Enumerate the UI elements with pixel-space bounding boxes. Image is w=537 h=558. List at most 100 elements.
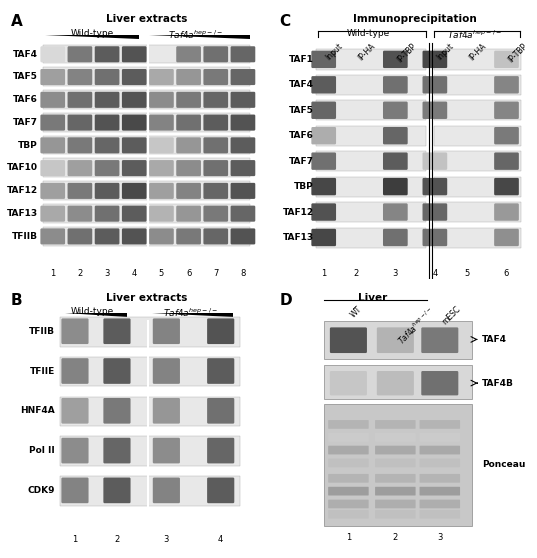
FancyBboxPatch shape: [176, 46, 201, 62]
Text: TAF6: TAF6: [289, 131, 314, 140]
Text: $Taf4a^{hep-/-}$: $Taf4a^{hep-/-}$: [395, 304, 438, 347]
FancyBboxPatch shape: [230, 137, 255, 153]
Text: TAF10: TAF10: [7, 163, 38, 172]
FancyBboxPatch shape: [328, 510, 369, 518]
FancyBboxPatch shape: [419, 499, 460, 508]
Text: TAF4: TAF4: [289, 80, 314, 89]
FancyBboxPatch shape: [422, 328, 459, 353]
FancyBboxPatch shape: [230, 228, 255, 244]
FancyBboxPatch shape: [204, 228, 228, 244]
FancyBboxPatch shape: [423, 76, 447, 94]
FancyBboxPatch shape: [311, 229, 336, 246]
FancyBboxPatch shape: [328, 499, 369, 508]
FancyBboxPatch shape: [176, 183, 201, 199]
FancyBboxPatch shape: [419, 487, 460, 496]
FancyBboxPatch shape: [207, 437, 234, 463]
FancyBboxPatch shape: [204, 137, 228, 153]
FancyBboxPatch shape: [330, 328, 367, 353]
Bar: [434, 202, 521, 222]
FancyBboxPatch shape: [122, 137, 147, 153]
FancyBboxPatch shape: [40, 137, 65, 153]
FancyBboxPatch shape: [104, 358, 130, 384]
FancyBboxPatch shape: [230, 114, 255, 131]
Text: 3: 3: [164, 535, 169, 544]
FancyBboxPatch shape: [207, 398, 234, 424]
Text: 7: 7: [213, 268, 219, 278]
Text: IP-TBP: IP-TBP: [395, 42, 418, 65]
FancyBboxPatch shape: [153, 398, 180, 424]
Text: TFIIB: TFIIB: [29, 327, 55, 336]
FancyBboxPatch shape: [311, 76, 336, 94]
Bar: [434, 126, 521, 146]
FancyBboxPatch shape: [207, 358, 234, 384]
FancyBboxPatch shape: [328, 420, 369, 429]
FancyBboxPatch shape: [61, 358, 89, 384]
FancyBboxPatch shape: [149, 92, 174, 108]
FancyBboxPatch shape: [423, 229, 447, 246]
FancyBboxPatch shape: [204, 69, 228, 85]
FancyBboxPatch shape: [423, 51, 447, 68]
FancyBboxPatch shape: [204, 114, 228, 131]
FancyBboxPatch shape: [375, 433, 416, 441]
Text: TAF7: TAF7: [13, 118, 38, 127]
FancyBboxPatch shape: [419, 474, 460, 483]
FancyBboxPatch shape: [377, 371, 414, 396]
Text: A: A: [11, 14, 23, 29]
FancyBboxPatch shape: [68, 205, 92, 222]
Text: mESC: mESC: [440, 304, 462, 326]
FancyBboxPatch shape: [122, 183, 147, 199]
Text: IP-TBP: IP-TBP: [506, 42, 529, 65]
Text: TAF6: TAF6: [13, 95, 38, 104]
FancyBboxPatch shape: [122, 228, 147, 244]
FancyBboxPatch shape: [383, 102, 408, 119]
FancyBboxPatch shape: [104, 398, 130, 424]
Bar: [43, 136, 250, 155]
FancyBboxPatch shape: [149, 69, 174, 85]
FancyBboxPatch shape: [104, 478, 130, 503]
Text: TAF13: TAF13: [7, 209, 38, 218]
FancyBboxPatch shape: [494, 127, 519, 145]
Bar: [316, 126, 426, 146]
FancyBboxPatch shape: [375, 420, 416, 429]
FancyBboxPatch shape: [104, 319, 130, 344]
FancyBboxPatch shape: [149, 160, 174, 176]
FancyBboxPatch shape: [311, 127, 336, 145]
Text: Liver: Liver: [359, 293, 388, 303]
FancyBboxPatch shape: [328, 459, 369, 467]
FancyBboxPatch shape: [95, 228, 119, 244]
FancyBboxPatch shape: [153, 358, 180, 384]
FancyBboxPatch shape: [377, 328, 414, 353]
FancyBboxPatch shape: [61, 437, 89, 463]
FancyBboxPatch shape: [311, 203, 336, 221]
Bar: [60, 397, 241, 426]
Text: 5: 5: [159, 268, 164, 278]
FancyBboxPatch shape: [419, 446, 460, 454]
FancyBboxPatch shape: [149, 183, 174, 199]
Text: TAF4: TAF4: [13, 50, 38, 59]
Bar: [43, 68, 250, 86]
FancyBboxPatch shape: [40, 46, 65, 62]
FancyBboxPatch shape: [230, 183, 255, 199]
Bar: [43, 181, 250, 200]
FancyBboxPatch shape: [383, 229, 408, 246]
Text: $Taf4a^{hep-/-}$: $Taf4a^{hep-/-}$: [168, 28, 224, 41]
Text: TBP: TBP: [18, 141, 38, 150]
Bar: [324, 405, 472, 526]
FancyBboxPatch shape: [122, 46, 147, 62]
Text: Liver extracts: Liver extracts: [106, 293, 187, 303]
FancyBboxPatch shape: [122, 69, 147, 85]
Text: 2: 2: [114, 535, 120, 544]
FancyBboxPatch shape: [375, 446, 416, 454]
FancyBboxPatch shape: [423, 178, 447, 195]
FancyBboxPatch shape: [153, 319, 180, 344]
FancyBboxPatch shape: [383, 203, 408, 221]
FancyBboxPatch shape: [419, 420, 460, 429]
Polygon shape: [151, 313, 233, 317]
FancyBboxPatch shape: [68, 228, 92, 244]
FancyBboxPatch shape: [176, 69, 201, 85]
Bar: [60, 357, 241, 386]
FancyBboxPatch shape: [383, 51, 408, 68]
FancyBboxPatch shape: [40, 205, 65, 222]
Bar: [43, 204, 250, 223]
FancyBboxPatch shape: [311, 51, 336, 68]
